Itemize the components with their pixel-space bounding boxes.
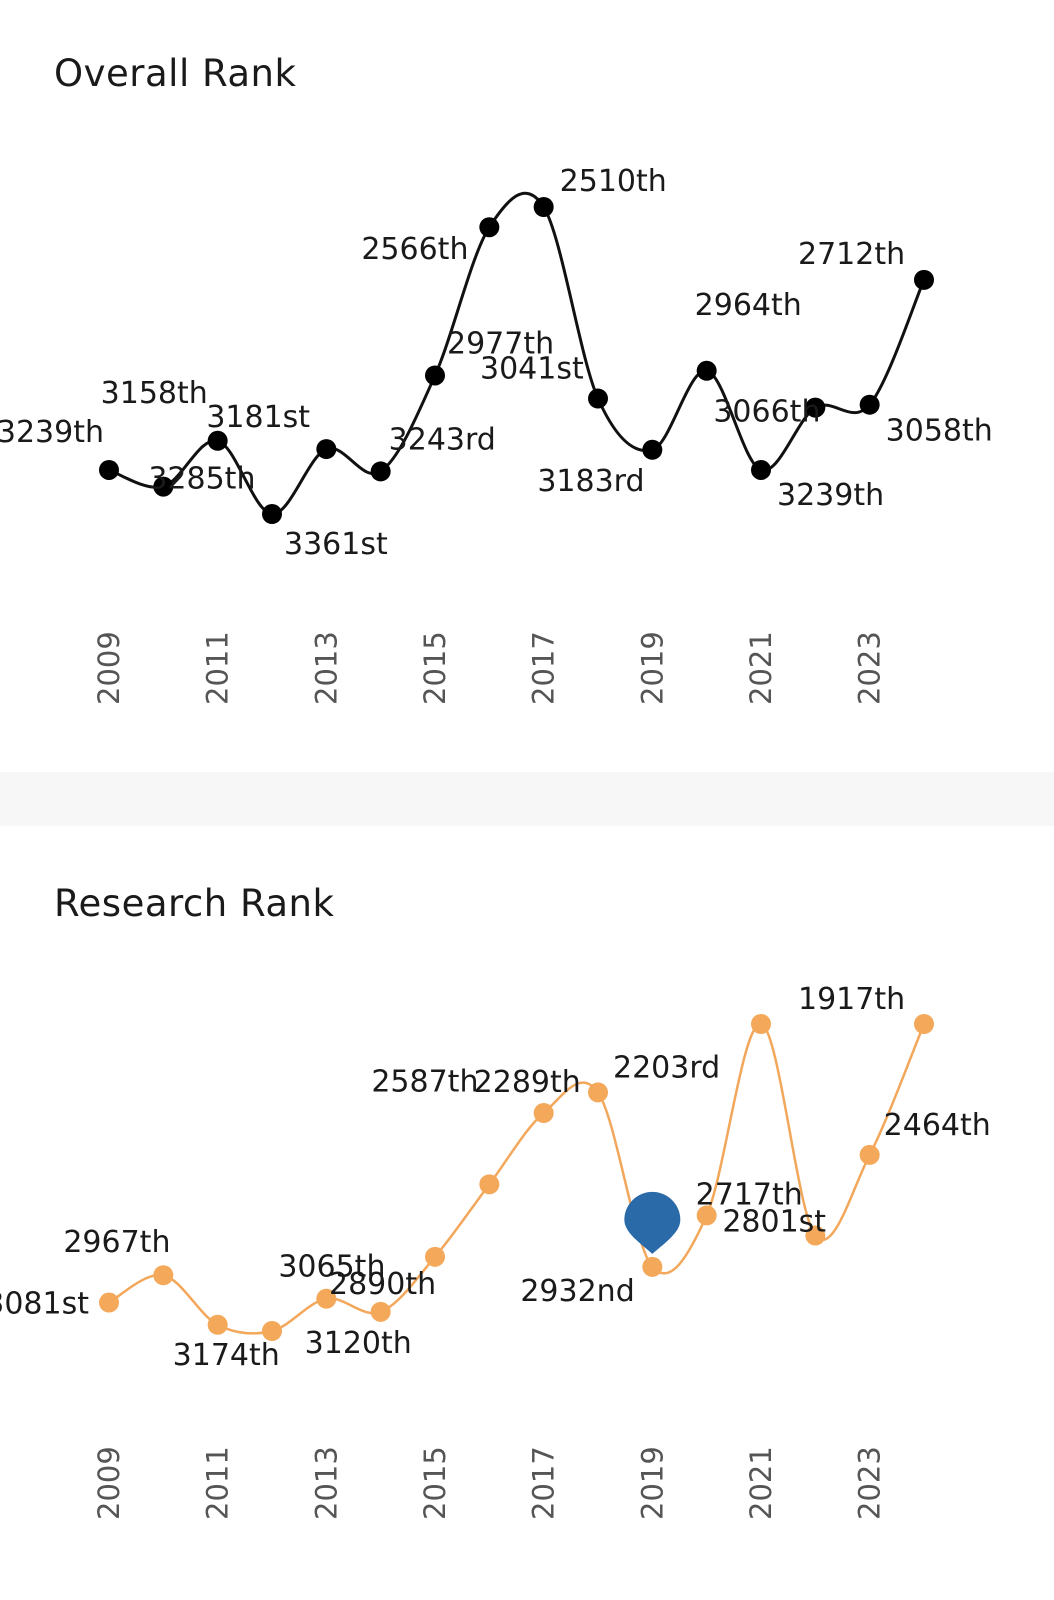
research-data-point-2009[interactable] [99, 1292, 119, 1313]
research-rank-title: Research Rank [54, 882, 335, 925]
overall-data-point-2022[interactable] [805, 397, 826, 418]
overall-data-point-2012[interactable] [262, 504, 282, 524]
overall-data-point-2023[interactable] [859, 394, 880, 415]
research-data-point-2016[interactable] [479, 1174, 500, 1195]
research-data-point-2024[interactable] [914, 1014, 934, 1034]
research-x-tick-2017: 2017 [527, 1446, 561, 1520]
overall-data-point-2021[interactable] [751, 459, 771, 480]
research-data-point-2011[interactable] [207, 1314, 228, 1335]
research-x-tick-2019: 2019 [635, 1446, 669, 1520]
research-data-point-2010[interactable] [153, 1265, 174, 1286]
research-rank-chart: 3081st 2967th 3174th 3065th 3120th 2890th 2587… [0, 982, 991, 1520]
overall-rank-title: Overall Rank [54, 52, 297, 95]
overall-data-point-2010[interactable] [153, 476, 174, 497]
research-data-point-2022[interactable] [805, 1225, 826, 1246]
research-value-label-2015: 2890th [329, 1267, 436, 1302]
research-rank-panel: Research Rank 3081st 2967th 3174th 3065th 31… [0, 830, 1054, 1600]
research-x-tick-2011: 2011 [201, 1446, 235, 1520]
overall-data-point-2016[interactable] [479, 217, 500, 238]
research-value-label-2017: 2289th [474, 1065, 581, 1100]
research-value-label-2022: 2801st [722, 1205, 826, 1240]
overall-rank-chart: 3239th 3285th 3158th 3361st 3181st 3243rd 2977… [0, 164, 993, 705]
overall-data-point-2009[interactable] [99, 459, 119, 480]
overall-value-label-2020: 2964th [695, 288, 802, 323]
overall-value-label-2014: 3243rd [389, 422, 496, 457]
research-value-label-2020: 2717th [696, 1177, 803, 1212]
research-value-label-2024: 1917th [798, 982, 905, 1017]
section-divider [0, 772, 1054, 826]
research-value-label-2014: 3120th [305, 1326, 412, 1361]
research-value-label-2011: 3174th [173, 1338, 280, 1373]
overall-x-tick-2015: 2015 [418, 631, 452, 705]
research-data-point-2012[interactable] [262, 1321, 282, 1341]
overall-data-point-2019[interactable] [642, 439, 663, 460]
overall-x-tick-2019: 2019 [635, 631, 669, 705]
overall-value-label-2013: 3181st [206, 400, 310, 435]
overall-data-point-2024[interactable] [914, 269, 934, 290]
overall-rank-panel: Overall Rank 3239th 3285th 3158th 3361st 318… [0, 0, 1054, 770]
research-x-tick-2013: 2013 [309, 1446, 343, 1520]
overall-value-label-2017: 2510th [560, 164, 667, 199]
overall-data-point-2014[interactable] [370, 461, 391, 482]
overall-x-tick-2017: 2017 [527, 631, 561, 705]
research-value-label-2013: 3065th [278, 1250, 385, 1285]
research-data-point-2020[interactable] [696, 1205, 717, 1226]
overall-value-label-2019: 3183rd [537, 464, 644, 499]
overall-data-point-2015[interactable] [425, 365, 445, 386]
research-data-point-2017[interactable] [533, 1103, 554, 1124]
overall-value-label-2015: 2977th [447, 326, 554, 361]
overall-x-tick-2009: 2009 [92, 631, 126, 705]
research-value-label-2018: 2203rd [613, 1050, 720, 1085]
research-data-point-2013[interactable] [316, 1288, 337, 1309]
overall-x-tick-2021: 2021 [744, 631, 778, 705]
research-value-label-2019: 2932nd [520, 1274, 634, 1309]
research-data-point-2015[interactable] [425, 1246, 445, 1267]
overall-x-tick-2011: 2011 [201, 631, 235, 705]
research-data-point-2014[interactable] [370, 1301, 391, 1322]
overall-value-label-2009: 3239th [0, 415, 104, 450]
research-x-tick-2015: 2015 [418, 1446, 452, 1520]
research-value-label-2009: 3081st [0, 1287, 89, 1322]
research-value-label-2016: 2587th [371, 1064, 478, 1099]
overall-value-label-2024: 2712th [798, 237, 905, 272]
research-x-tick-2009: 2009 [92, 1446, 126, 1520]
overall-value-label-2023: 3058th [886, 414, 993, 449]
research-data-point-2021[interactable] [751, 1014, 771, 1034]
overall-value-label-2021: 3239th [777, 478, 884, 513]
overall-data-point-2018[interactable] [588, 388, 608, 409]
overall-value-label-2018: 3041st [480, 352, 584, 387]
overall-data-point-2011[interactable] [207, 430, 228, 451]
selected-point-marker-icon[interactable] [624, 1191, 681, 1254]
overall-data-point-2020[interactable] [696, 360, 717, 381]
research-data-point-2018[interactable] [588, 1082, 608, 1103]
research-value-label-2010: 2967th [63, 1225, 170, 1260]
research-value-label-2023: 2464th [884, 1108, 991, 1143]
overall-data-point-2017[interactable] [533, 197, 554, 217]
overall-value-label-2011: 3158th [101, 376, 208, 411]
overall-value-label-2022: 3066th [713, 395, 820, 430]
research-x-tick-2023: 2023 [853, 1446, 887, 1520]
overall-value-label-2010: 3285th [148, 462, 255, 497]
research-data-point-2019[interactable] [642, 1256, 663, 1277]
overall-value-label-2016: 2566th [361, 232, 468, 267]
overall-x-tick-2023: 2023 [853, 631, 887, 705]
research-data-point-2023[interactable] [859, 1144, 880, 1165]
overall-x-tick-2013: 2013 [309, 631, 343, 705]
overall-data-point-2013[interactable] [316, 439, 337, 460]
research-x-tick-2021: 2021 [744, 1446, 778, 1520]
overall-value-label-2012: 3361st [284, 527, 388, 562]
